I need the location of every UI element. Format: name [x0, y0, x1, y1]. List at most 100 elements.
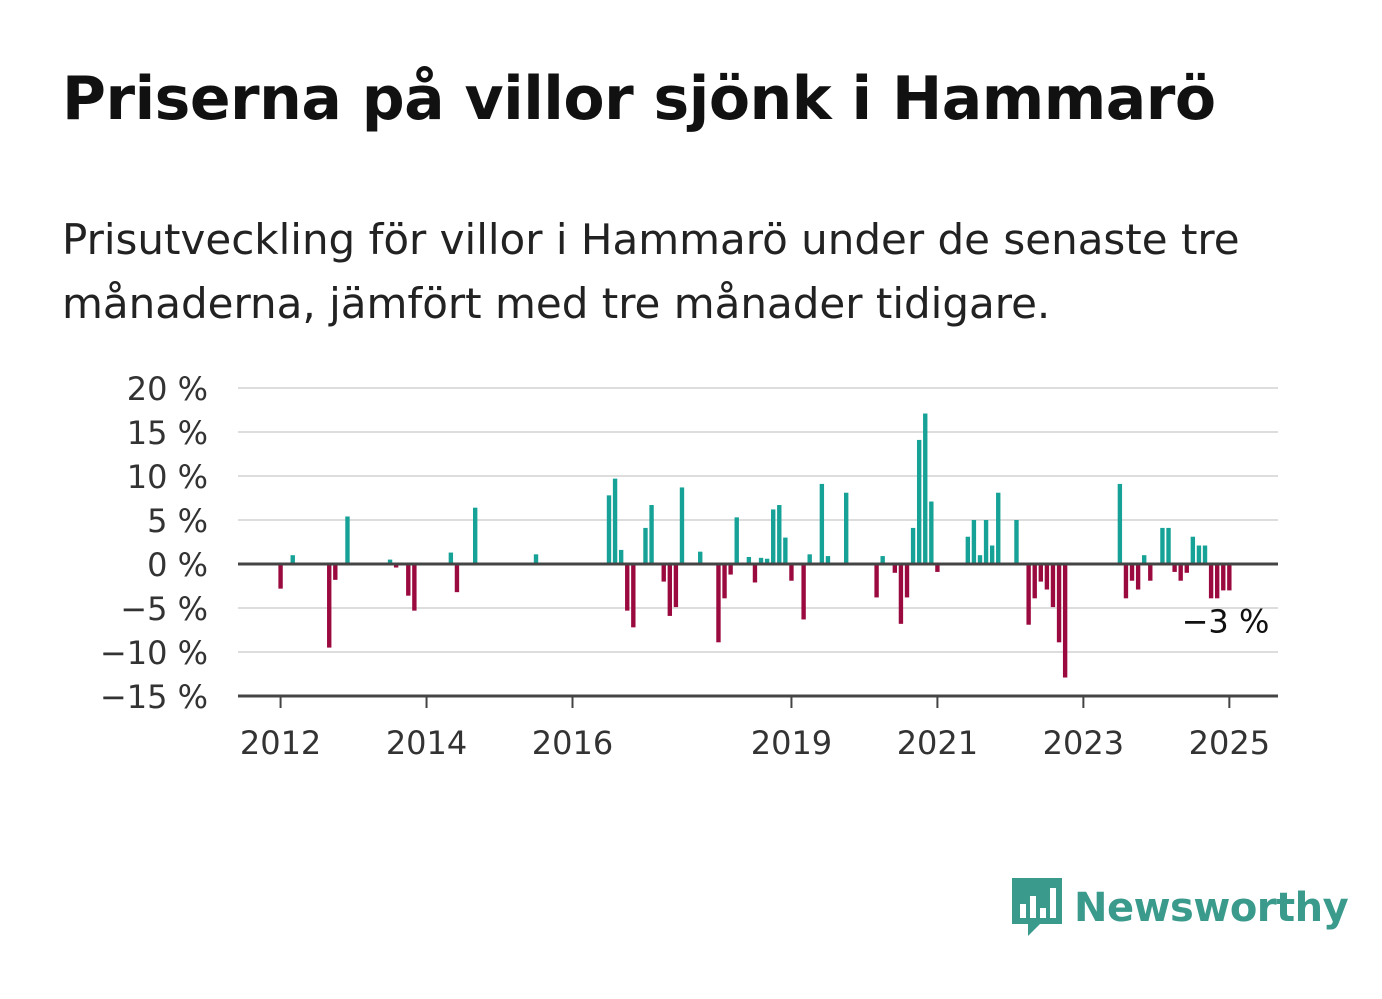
bar	[722, 564, 727, 599]
bar	[625, 564, 630, 611]
bar	[728, 564, 733, 575]
bar	[789, 564, 794, 581]
bar	[393, 564, 399, 568]
bar	[1184, 564, 1189, 573]
x-tick-label: 2019	[751, 724, 832, 762]
bar	[880, 556, 885, 564]
bar	[1172, 564, 1177, 572]
x-tick-label: 2021	[897, 724, 978, 762]
bar	[764, 558, 770, 564]
bar	[1148, 564, 1153, 581]
bar	[661, 564, 666, 582]
x-tick-label: 2025	[1189, 724, 1270, 762]
bar	[1056, 564, 1062, 643]
bar	[345, 516, 350, 564]
bar	[1142, 555, 1147, 564]
brand-name: Newsworthy	[1074, 885, 1349, 931]
bar	[1050, 564, 1056, 608]
bar	[923, 413, 928, 564]
bar	[758, 557, 764, 564]
bar	[734, 517, 739, 564]
bar	[996, 492, 1001, 564]
y-tick-label: 20 %	[127, 370, 208, 408]
bar	[716, 564, 721, 643]
bar	[327, 564, 332, 648]
bar	[1129, 564, 1135, 581]
bar	[387, 559, 393, 564]
bar	[643, 527, 648, 564]
x-tick-label: 2012	[240, 724, 321, 762]
bar	[910, 527, 916, 564]
bar	[1014, 520, 1019, 564]
bar	[1160, 527, 1165, 564]
bar	[1044, 564, 1050, 590]
bar	[412, 564, 417, 611]
bar	[1196, 545, 1202, 564]
bar	[746, 556, 752, 564]
y-tick-label: 5 %	[147, 502, 208, 540]
bar	[807, 554, 812, 564]
bar	[406, 564, 411, 596]
bar	[278, 564, 283, 589]
x-tick-label: 2023	[1043, 724, 1124, 762]
bar	[679, 487, 685, 564]
bar	[333, 564, 338, 580]
bar	[1208, 564, 1214, 599]
y-tick-label: 15 %	[127, 414, 208, 452]
bar-chart: 20 % 15 % 10 % 5 % 0 % −5 % −10 % −15 % 2012 2014…	[100, 370, 1278, 762]
bar	[904, 564, 910, 598]
bar	[698, 551, 703, 564]
bar	[1038, 564, 1043, 582]
bar	[929, 501, 934, 564]
bar	[752, 564, 758, 583]
bar	[1117, 483, 1123, 564]
brand-logo: Newsworthy	[1010, 876, 1349, 940]
bar	[618, 549, 624, 564]
bar	[1123, 564, 1129, 599]
bar	[649, 505, 654, 564]
bar	[612, 478, 618, 564]
bar	[977, 555, 983, 564]
bar	[1026, 564, 1031, 625]
bar	[1032, 564, 1037, 599]
bar	[1166, 527, 1171, 564]
y-tick-label: −15 %	[100, 678, 208, 716]
bar	[898, 564, 904, 624]
bar	[843, 492, 849, 564]
y-tick-label: −10 %	[100, 634, 208, 672]
bar	[983, 520, 989, 564]
chart-title: Priserna på villor sjönk i Hammarö	[62, 64, 1216, 134]
y-tick-label: 10 %	[127, 458, 208, 496]
bar	[1202, 545, 1208, 564]
chart-subtitle: Prisutveckling för villor i Hammarö unde…	[62, 215, 1240, 328]
bar	[667, 564, 673, 616]
bar	[1190, 536, 1196, 564]
latest-value-label: −3 %	[1182, 602, 1270, 640]
bar	[290, 555, 295, 564]
bar	[989, 545, 995, 564]
bar	[454, 564, 460, 593]
bar	[825, 556, 831, 564]
bar	[783, 537, 788, 564]
bar	[819, 483, 825, 564]
bar	[631, 564, 636, 628]
bar	[874, 564, 879, 598]
x-tick-label: 2016	[532, 724, 613, 762]
bar	[916, 439, 922, 564]
bar	[935, 564, 940, 572]
bar	[965, 536, 971, 564]
x-tick-label: 2014	[386, 724, 467, 762]
bar	[606, 495, 612, 564]
y-tick-label: 0 %	[147, 546, 208, 584]
bar	[971, 520, 977, 564]
bar	[448, 552, 454, 564]
bar	[673, 564, 679, 608]
bar	[1227, 564, 1232, 591]
bar	[1135, 564, 1141, 590]
bar	[473, 507, 478, 564]
newsworthy-logo-icon	[1012, 878, 1062, 936]
bar	[777, 505, 782, 564]
bar	[801, 564, 806, 620]
y-tick-label: −5 %	[120, 590, 208, 628]
bar	[771, 509, 776, 564]
